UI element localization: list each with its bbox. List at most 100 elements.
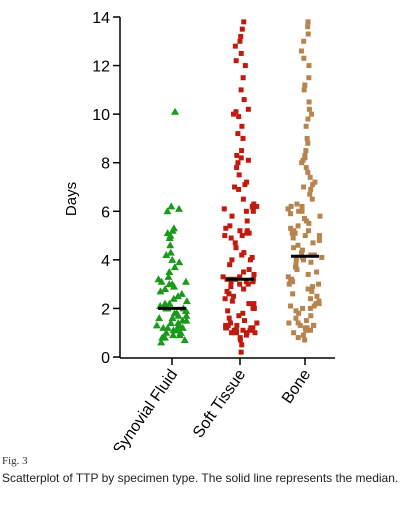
data-point <box>229 298 235 304</box>
data-point <box>288 276 294 282</box>
data-point <box>223 225 229 231</box>
data-point <box>229 257 235 263</box>
data-point <box>232 184 238 190</box>
x-axis: Synovial Fluid Soft Tissue Bone <box>110 357 335 450</box>
data-point <box>162 328 171 336</box>
data-point <box>244 330 250 336</box>
data-point <box>228 284 234 290</box>
data-point <box>300 305 306 311</box>
data-point <box>165 280 174 288</box>
data-point <box>171 107 180 115</box>
data-point <box>306 63 312 69</box>
data-point <box>166 241 175 249</box>
data-point <box>237 281 243 287</box>
data-point <box>241 97 247 103</box>
data-point <box>303 148 309 154</box>
data-point <box>251 201 257 207</box>
data-point <box>293 315 299 321</box>
data-point <box>220 274 226 280</box>
data-point <box>222 233 228 239</box>
data-point <box>309 111 315 117</box>
data-point <box>244 179 250 185</box>
data-point <box>290 235 296 241</box>
data-point <box>233 327 239 333</box>
data-point <box>305 19 311 25</box>
y-tick-label: 2 <box>101 301 110 318</box>
data-point <box>248 325 254 331</box>
data-point <box>302 152 308 158</box>
data-point <box>152 321 161 329</box>
data-point <box>241 250 247 256</box>
data-point <box>296 208 302 214</box>
data-point <box>252 330 258 336</box>
data-point <box>296 310 302 316</box>
data-point <box>236 313 242 319</box>
data-point <box>312 179 318 185</box>
data-point <box>243 208 249 214</box>
data-point <box>286 320 292 326</box>
data-point <box>233 245 239 251</box>
data-point <box>169 331 178 339</box>
data-point <box>234 152 240 158</box>
data-point <box>236 186 242 192</box>
data-point <box>235 160 241 166</box>
data-point <box>222 296 228 302</box>
data-point <box>241 269 247 275</box>
data-point <box>226 315 232 321</box>
data-point <box>302 325 308 331</box>
data-point <box>301 38 307 44</box>
data-point <box>306 75 312 81</box>
data-point <box>311 322 317 328</box>
data-point <box>254 320 260 326</box>
data-point <box>239 148 245 154</box>
data-point <box>233 58 239 64</box>
data-point <box>170 263 179 271</box>
data-point <box>237 38 243 44</box>
data-point <box>157 338 166 346</box>
data-point <box>240 196 246 202</box>
data-point <box>295 335 301 341</box>
y-axis-title: Days <box>63 182 80 216</box>
data-point <box>182 311 191 319</box>
data-point <box>307 174 313 180</box>
data-point <box>316 281 322 287</box>
data-point <box>301 184 307 190</box>
data-point <box>293 308 299 314</box>
data-point <box>234 165 240 171</box>
data-point <box>240 135 246 141</box>
data-point <box>166 319 175 326</box>
data-point <box>301 55 307 61</box>
data-point <box>230 293 236 299</box>
data-point <box>246 301 252 307</box>
x-tick-label: Soft Tissue <box>190 366 249 441</box>
data-point <box>314 269 320 275</box>
data-point <box>238 50 244 56</box>
data-point <box>174 319 183 326</box>
data-point <box>285 206 291 212</box>
data-point <box>238 33 244 39</box>
data-point <box>305 140 311 146</box>
data-point <box>238 87 244 93</box>
data-point <box>225 308 231 314</box>
data-point <box>288 203 294 209</box>
data-point <box>161 285 170 292</box>
data-point <box>306 99 312 105</box>
y-tick-label: 4 <box>101 253 110 270</box>
y-tick-label: 14 <box>92 10 110 27</box>
data-point <box>244 228 250 234</box>
data-point <box>308 186 314 192</box>
data-point <box>305 116 311 122</box>
data-point <box>244 218 250 224</box>
data-point <box>295 320 301 326</box>
data-point <box>240 310 246 316</box>
data-point <box>251 301 257 307</box>
data-point <box>163 229 172 237</box>
data-point <box>174 204 183 212</box>
data-point <box>299 247 305 253</box>
data-point <box>235 131 241 137</box>
y-tick-label: 10 <box>92 107 110 124</box>
data-point <box>238 155 244 161</box>
data-point <box>237 228 243 234</box>
data-point <box>242 63 248 69</box>
data-point <box>155 314 164 322</box>
